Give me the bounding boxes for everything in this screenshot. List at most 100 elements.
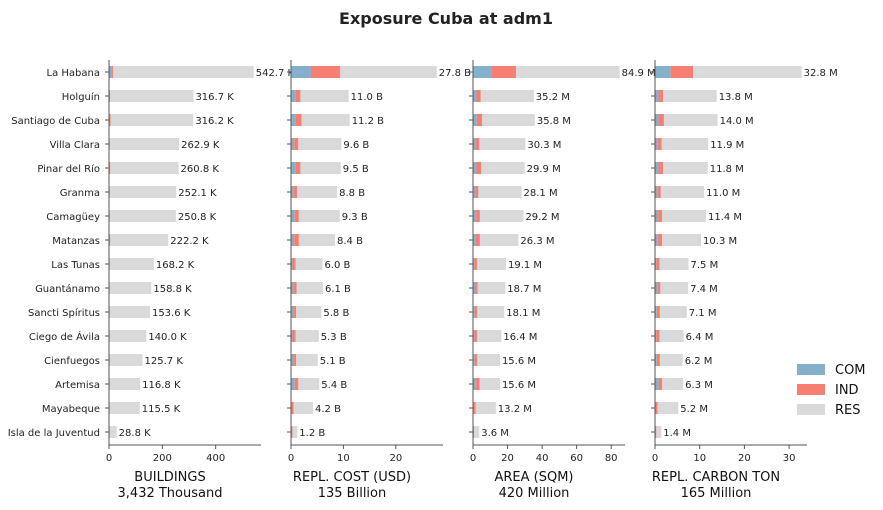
category-label: Camagüey xyxy=(46,212,100,223)
bar-com xyxy=(473,162,477,174)
category-label: Isla de la Juventud xyxy=(8,428,100,439)
data-label: 116.8 K xyxy=(142,380,181,391)
bar-ind xyxy=(473,426,475,438)
bar-ind xyxy=(657,186,661,198)
x-axis-label: BUILDINGS xyxy=(134,470,205,485)
bar-res xyxy=(476,330,502,342)
data-label: 5.3 B xyxy=(321,332,347,343)
bar-res xyxy=(298,138,342,150)
data-label: 115.5 K xyxy=(142,404,181,415)
bar-com xyxy=(473,210,477,222)
legend-swatch-res xyxy=(797,404,825,415)
bar-res xyxy=(478,186,522,198)
bar-com xyxy=(473,186,476,198)
panel: 542.7 K 316.7 K 316.2 K 262.9 K 260.8 K 252.1… xyxy=(105,60,295,501)
bar-com xyxy=(291,114,296,126)
category-label: Holguín xyxy=(62,91,100,103)
bar-res xyxy=(662,234,702,246)
bar-ind xyxy=(658,210,663,222)
data-label: 140.0 K xyxy=(148,332,187,343)
bar-ind xyxy=(474,354,478,366)
bar-ind xyxy=(475,186,479,198)
bar-com xyxy=(655,114,659,126)
data-label: 6.0 B xyxy=(324,260,350,271)
bar-com xyxy=(655,210,659,222)
data-label: 11.4 M xyxy=(708,212,742,223)
bar-res xyxy=(476,258,506,270)
bar-ind xyxy=(474,306,478,318)
bar-ind xyxy=(294,138,299,150)
chart-panels: La Habana Holguín Santiago de Cuba Villa Cl… xyxy=(8,60,838,501)
x-tick-label: 80 xyxy=(605,453,618,464)
data-label: 8.4 B xyxy=(337,236,363,247)
bar-com xyxy=(291,210,295,222)
bar-ind xyxy=(670,66,693,78)
x-axis-label: AREA (SQM) xyxy=(494,470,573,485)
data-label: 84.9 M xyxy=(622,68,656,79)
bar-com xyxy=(291,258,293,270)
bar-com xyxy=(473,138,476,150)
bar-res xyxy=(660,186,705,198)
data-label: 5.1 B xyxy=(320,356,346,367)
bar-com xyxy=(473,378,477,390)
data-label: 15.6 M xyxy=(502,380,536,391)
data-label: 9.5 B xyxy=(343,164,369,175)
bar-ind xyxy=(656,330,660,342)
bar-res xyxy=(479,138,526,150)
data-label: 16.4 M xyxy=(503,332,537,343)
panel: 27.8 B 11.0 B 11.2 B 9.6 B 9.5 B 8.8 B 9.3 B 8.… xyxy=(287,60,471,501)
data-label: 3.6 M xyxy=(481,428,509,439)
bar-ind xyxy=(657,282,661,294)
data-label: 14.0 M xyxy=(720,116,754,127)
data-label: 18.7 M xyxy=(507,284,541,295)
bar-res xyxy=(479,210,524,222)
bar-res xyxy=(474,426,480,438)
bar-ind xyxy=(658,162,664,174)
x-axis-label: REPL. COST (USD) xyxy=(293,470,411,485)
bar-ind xyxy=(109,90,111,102)
bar-ind xyxy=(294,210,299,222)
bar-com xyxy=(291,330,293,342)
category-label: Ciego de Ávila xyxy=(29,330,100,343)
bar-com xyxy=(291,186,294,198)
data-label: 168.2 K xyxy=(156,260,195,271)
bar-ind xyxy=(291,426,293,438)
bar-res xyxy=(298,234,336,246)
data-label: 5.2 M xyxy=(680,404,708,415)
x-tick-label: 0 xyxy=(652,453,658,464)
bar-com xyxy=(291,354,294,366)
data-label: 5.4 B xyxy=(321,380,347,391)
bar-res xyxy=(298,378,320,390)
data-label: 28.8 K xyxy=(119,428,151,439)
data-label: 222.2 K xyxy=(170,236,209,247)
bar-com xyxy=(655,306,657,318)
bar-ind xyxy=(294,234,299,246)
bar-res xyxy=(298,210,340,222)
data-label: 6.4 M xyxy=(686,332,714,343)
bar-res xyxy=(110,90,194,102)
bar-res xyxy=(109,138,180,150)
bar-ind xyxy=(292,330,296,342)
category-label: Artemisa xyxy=(55,380,100,391)
bar-ind xyxy=(109,138,110,150)
bar-ind xyxy=(295,114,302,126)
bar-com xyxy=(291,306,294,318)
bar-com xyxy=(473,90,477,102)
data-label: 35.8 M xyxy=(537,116,571,127)
data-label: 29.2 M xyxy=(525,212,559,223)
data-label: 7.1 M xyxy=(689,308,717,319)
bar-res xyxy=(109,210,176,222)
bar-res xyxy=(660,282,689,294)
data-label: 125.7 K xyxy=(145,356,184,367)
x-tick-label: 200 xyxy=(153,453,172,464)
bar-ind xyxy=(293,282,297,294)
bar-ind xyxy=(109,210,110,222)
data-label: 11.0 M xyxy=(706,188,740,199)
bar-res xyxy=(296,306,322,318)
bar-ind xyxy=(658,378,663,390)
category-label: Matanzas xyxy=(52,236,100,247)
bar-ind xyxy=(294,378,299,390)
x-tick-label: 20 xyxy=(389,453,402,464)
x-tick-label: 10 xyxy=(337,453,350,464)
category-label: Sancti Spíritus xyxy=(28,307,100,319)
